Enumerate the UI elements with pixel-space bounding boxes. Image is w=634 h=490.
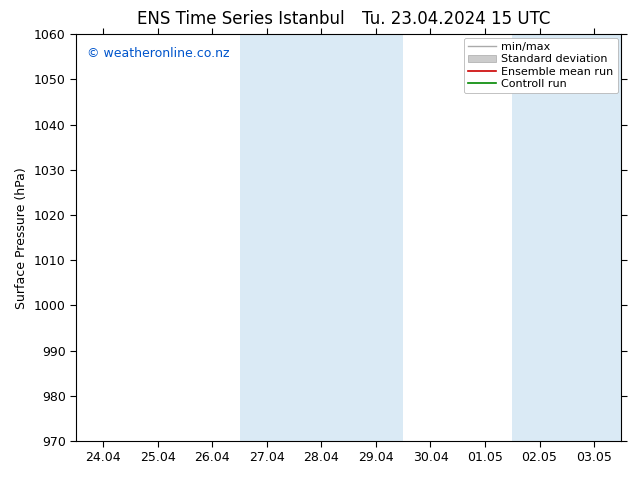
Text: Tu. 23.04.2024 15 UTC: Tu. 23.04.2024 15 UTC	[362, 10, 551, 28]
Text: © weatheronline.co.nz: © weatheronline.co.nz	[87, 47, 230, 59]
Legend: min/max, Standard deviation, Ensemble mean run, Controll run: min/max, Standard deviation, Ensemble me…	[463, 38, 618, 93]
Bar	[240, 34, 403, 441]
Bar	[512, 34, 621, 441]
Text: ENS Time Series Istanbul: ENS Time Series Istanbul	[137, 10, 345, 28]
Y-axis label: Surface Pressure (hPa): Surface Pressure (hPa)	[15, 167, 29, 309]
